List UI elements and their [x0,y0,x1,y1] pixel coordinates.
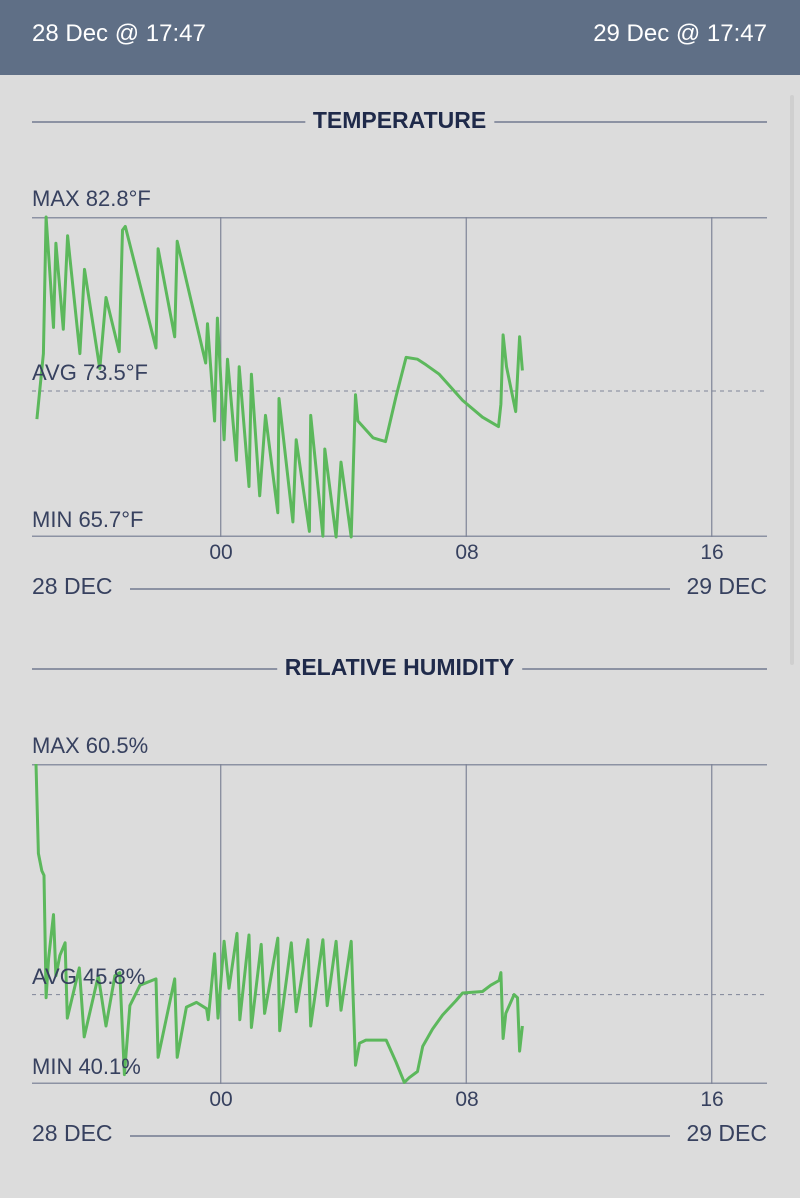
range-end[interactable]: 29 Dec @ 17:47 [593,20,767,47]
section-title-row: TEMPERATURE [32,107,767,137]
start-date-label: 28 DEC [32,573,113,599]
start-date-label: 28 DEC [32,1120,113,1146]
min-label: MIN 40.1% [32,1054,141,1079]
x-tick-16: 16 [700,1088,724,1111]
x-tick-08: 08 [455,541,479,564]
line-chart [32,763,767,1084]
data-line [35,215,524,539]
end-date-label: 29 DEC [686,573,767,599]
avg-label: AVG 45.8% [32,963,146,989]
section-title: TEMPERATURE [304,107,495,134]
scrollbar[interactable] [790,95,794,665]
max-label: MAX 60.5% [32,733,149,758]
max-label: MAX 82.8°F [32,186,151,211]
date-divider [130,588,670,590]
end-date-label: 29 DEC [686,1120,767,1146]
data-line [34,763,524,1084]
range-start[interactable]: 28 Dec @ 17:47 [32,20,206,47]
date-divider [130,1135,670,1137]
section-title-row: RELATIVE HUMIDITY [32,654,767,684]
line-chart [32,215,767,539]
x-tick-08: 08 [455,1088,479,1111]
x-tick-00: 00 [209,541,233,564]
date-range-header: 28 Dec @ 17:47 29 Dec @ 17:47 [0,0,800,75]
avg-label: AVG 73.5°F [32,360,148,386]
min-label: MIN 65.7°F [32,507,144,532]
section-title: RELATIVE HUMIDITY [276,654,523,681]
x-tick-16: 16 [700,541,724,564]
x-tick-00: 00 [209,1088,233,1111]
